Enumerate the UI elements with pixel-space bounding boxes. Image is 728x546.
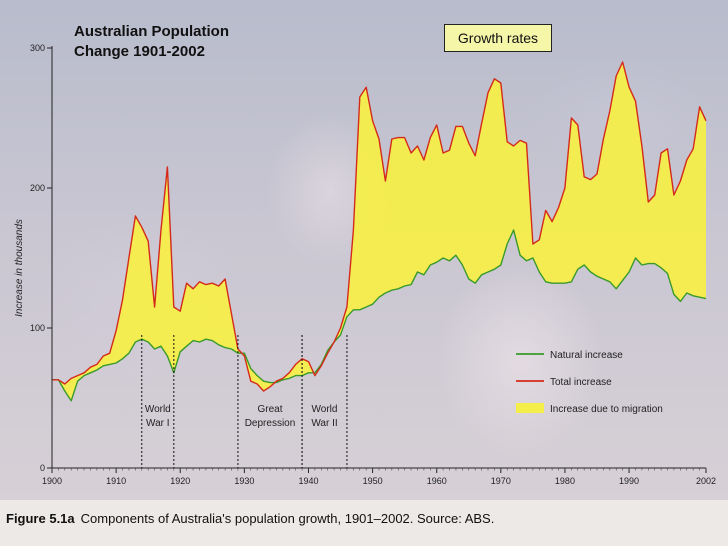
annotation-label: World: [312, 404, 338, 415]
figure-label: Figure 5.1a: [6, 511, 75, 526]
y-tick-label-300: 300: [30, 43, 45, 53]
legend-label-total: Total increase: [550, 377, 612, 388]
migration-area: [52, 62, 706, 401]
x-tick-label-2002: 2002: [696, 476, 716, 486]
x-tick-label-1970: 1970: [491, 476, 511, 486]
x-tick-label-1980: 1980: [555, 476, 575, 486]
chart-title: Australian Population Change 1901-2002: [74, 23, 230, 60]
chart-axes: 0 100 200 300 1900 1910 1920 1930 1940 1950 1960 19…: [14, 43, 716, 486]
y-tick-label-0: 0: [40, 463, 45, 473]
figure-caption-bar: [0, 500, 728, 546]
x-tick-label-1950: 1950: [363, 476, 383, 486]
chart-legend: Natural increase Total increase Increase d…: [516, 350, 663, 415]
annotation-label: World: [145, 404, 171, 415]
x-tick-label-1990: 1990: [619, 476, 639, 486]
x-tick-label-1920: 1920: [170, 476, 190, 486]
y-axis-label: Increase in thousands: [14, 219, 25, 317]
natural-increase-line: [52, 229, 707, 402]
chart-areas: [52, 62, 706, 401]
legend-label-natural: Natural increase: [550, 350, 623, 361]
annotation-label: Great: [257, 404, 282, 415]
y-tick-label-100: 100: [30, 323, 45, 333]
annotation-label: Depression: [245, 418, 296, 429]
chart-annotations: World War I Great Depression World War II: [141, 335, 348, 468]
chart-lines: [52, 61, 707, 402]
figure-caption: Figure 5.1a Components of Australia's pop…: [6, 511, 494, 526]
legend-label-migration: Increase due to migration: [550, 404, 663, 415]
x-tick-label-1930: 1930: [234, 476, 254, 486]
legend-swatch-migration: [516, 403, 544, 413]
x-tick-label-1960: 1960: [427, 476, 447, 486]
total-increase-line: [52, 61, 707, 392]
growth-rates-box: Growth rates: [444, 24, 552, 52]
annotation-label: War I: [146, 418, 170, 429]
x-tick-label-1910: 1910: [106, 476, 126, 486]
x-tick-label-1940: 1940: [298, 476, 318, 486]
x-tick-label-1900: 1900: [42, 476, 62, 486]
y-tick-label-200: 200: [30, 183, 45, 193]
annotation-label: War II: [311, 418, 337, 429]
caption-text: Components of Australia's population gro…: [80, 511, 495, 526]
